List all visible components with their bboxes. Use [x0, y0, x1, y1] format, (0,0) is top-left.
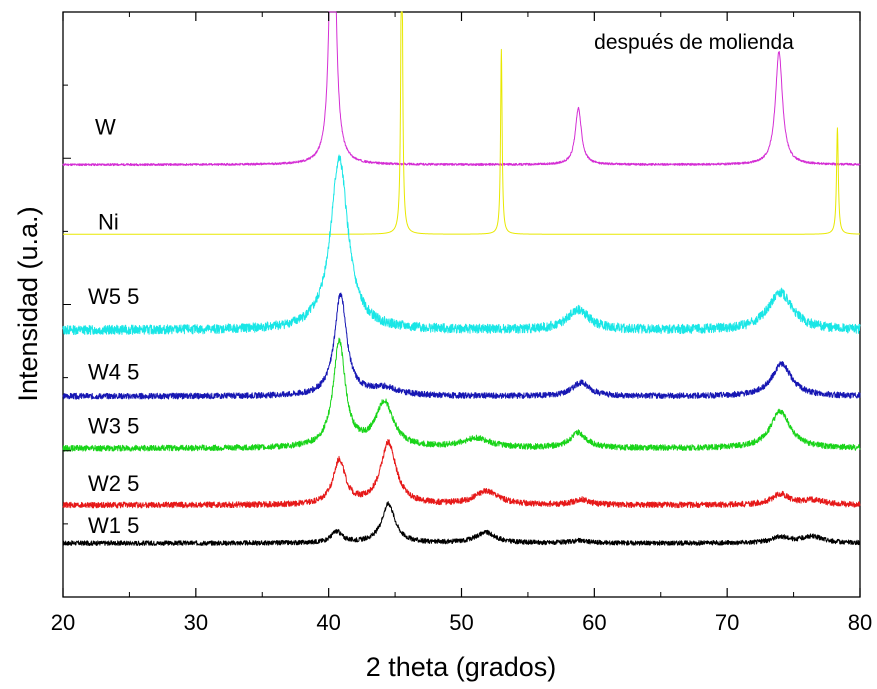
x-tick-label-70: 70 [715, 610, 739, 635]
series-line-w [62, 11, 861, 167]
x-tick-label-80: 80 [848, 610, 872, 635]
series-line-w5-5 [62, 154, 861, 336]
x-tick-label-60: 60 [582, 610, 606, 635]
x-axis-ticks: 20 30 40 50 60 70 80 [51, 12, 872, 635]
series-labels: W Ni W5 5 W4 5 W3 5 W2 5 W1 5 [88, 115, 139, 539]
series-label-w2-5: W2 5 [88, 471, 139, 496]
series-label-ni: Ni [98, 209, 119, 234]
x-tick-label-20: 20 [51, 610, 75, 635]
series-line-w2-5 [62, 438, 861, 509]
x-axis-title: 2 theta (grados) [366, 652, 557, 682]
series-label-w5-5: W5 5 [88, 284, 139, 309]
x-tick-label-40: 40 [316, 610, 340, 635]
series-line-w4-5 [62, 292, 861, 400]
x-tick-label-50: 50 [449, 610, 473, 635]
y-axis-ticks [63, 84, 71, 525]
series-label-w: W [95, 115, 116, 140]
series-line-w3-5 [62, 337, 861, 452]
plot-frame [62, 11, 861, 598]
x-tick-label-30: 30 [184, 610, 208, 635]
series-traces [62, 11, 861, 546]
series-label-w1-5: W1 5 [88, 513, 139, 538]
series-label-w4-5: W4 5 [88, 359, 139, 384]
series-line-w1-5 [62, 501, 861, 546]
y-axis-title: Intensidad (u.a.) [13, 206, 43, 401]
chart-annotation: después de molienda [594, 31, 794, 54]
series-label-w3-5: W3 5 [88, 413, 139, 438]
series-line-ni [62, 11, 861, 235]
